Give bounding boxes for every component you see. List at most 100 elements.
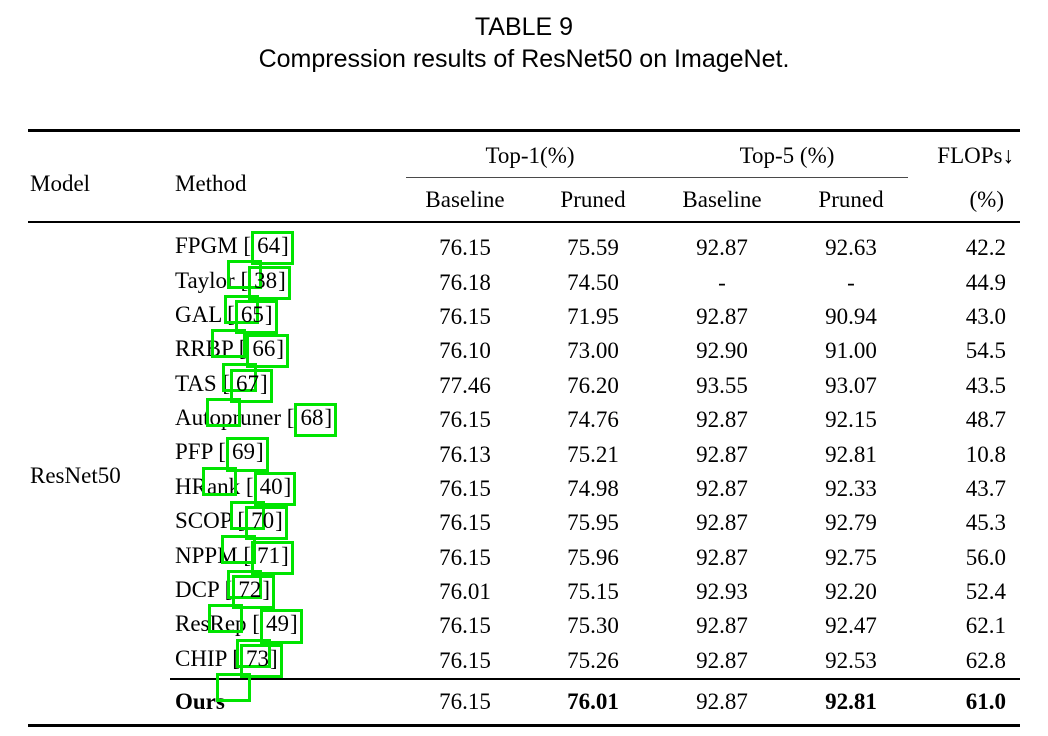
table-row: CHIP [73] 76.15 75.26 92.87 92.53 62.8 xyxy=(28,643,1020,703)
method-cell: GAL [65] xyxy=(170,299,402,359)
value-cell: 90.94 xyxy=(825,303,877,329)
value-cell: 76.15 xyxy=(439,544,491,570)
citation-link-box[interactable]: 65] xyxy=(211,299,278,359)
citation-close-bracket: ] xyxy=(255,439,264,465)
method-cell: NPPM [71] xyxy=(170,540,402,600)
value-cell: 76.20 xyxy=(567,372,619,398)
citation-link-box[interactable]: 64] xyxy=(227,231,294,290)
citation-close-bracket: ] xyxy=(289,611,298,637)
citation-close-bracket: ] xyxy=(278,267,286,293)
table-row: NPPM [71] 76.15 75.96 92.87 92.75 56.0 xyxy=(28,540,1020,600)
value-cell: 93.55 xyxy=(696,372,748,398)
table-row: PFP [69] 76.13 75.21 92.87 92.81 10.8 xyxy=(28,437,1020,496)
method-cell: PFP [69] xyxy=(170,437,402,496)
value-cell: 92.87 xyxy=(696,475,748,501)
method-cell: SCOP [70] xyxy=(170,506,402,565)
citation-link-box[interactable]: 71] xyxy=(227,540,294,600)
citation-link-box[interactable]: 72] xyxy=(208,575,275,634)
method-cell: DCP [72] xyxy=(170,575,402,634)
header-method: Method xyxy=(175,170,247,196)
citation-number: 49 xyxy=(265,611,289,637)
value-cell: 92.47 xyxy=(825,613,877,639)
value-cell: 45.3 xyxy=(965,510,1006,536)
value-cell: 92.87 xyxy=(696,303,748,329)
value-cell: 73.00 xyxy=(567,338,619,364)
value-cell: 75.21 xyxy=(567,441,619,467)
header-pruned-top5: Pruned xyxy=(818,187,884,212)
value-cell: 92.87 xyxy=(696,235,748,261)
method-cell: Autopruner [68] xyxy=(170,403,402,438)
citation-close-bracket: ] xyxy=(281,542,289,568)
method-cell: FPGM [64] xyxy=(170,231,402,290)
citation-number: 65 xyxy=(240,301,264,327)
value-cell: 92.87 xyxy=(696,647,748,673)
table-row: HRank [40] 76.15 74.98 92.87 92.33 43.7 xyxy=(28,471,1020,531)
table-bottom-rule xyxy=(28,724,1020,728)
value-cell: 74.76 xyxy=(567,407,619,433)
citation-link-box[interactable]: 73] xyxy=(216,643,283,703)
ours-value-2: 92.87 xyxy=(696,689,748,715)
value-cell: 75.95 xyxy=(567,510,619,536)
value-cell: 43.5 xyxy=(965,372,1006,398)
value-cell: 92.87 xyxy=(696,407,748,433)
citation-link-box[interactable]: 49] xyxy=(236,609,303,668)
value-cell: 76.13 xyxy=(439,441,491,467)
table-body: ResNet50 FPGM [64] 76.15 75.59 92.87 92.63 42… xyxy=(28,223,1020,703)
citation-number: 68 xyxy=(300,405,324,431)
citation-link-box[interactable]: 40] xyxy=(229,471,297,531)
citation-link-box[interactable]: 67] xyxy=(206,368,273,428)
value-cell: 76.15 xyxy=(439,235,491,261)
table-row: FPGM [64] 76.15 75.59 92.87 92.63 42.2 xyxy=(28,231,1020,290)
method-cell: ResRep [49] xyxy=(170,609,402,668)
citation-number: 73 xyxy=(245,645,269,671)
value-cell: 10.8 xyxy=(965,441,1006,467)
citation-link-box[interactable]: 66] xyxy=(222,334,290,393)
citation-link-box[interactable]: 68] xyxy=(294,403,338,438)
value-cell: 75.96 xyxy=(567,544,619,570)
method-cell: Taylor [38] xyxy=(170,265,402,324)
method-name: PFP [ xyxy=(175,439,226,465)
table-row: TAS [67] 77.46 76.20 93.55 93.07 43.5 xyxy=(28,368,1020,428)
method-cell: CHIP [73] xyxy=(170,643,402,703)
value-cell: 76.15 xyxy=(439,647,491,673)
ours-value-4: 61.0 xyxy=(965,689,1006,715)
value-cell: 92.79 xyxy=(825,510,877,536)
value-cell: 92.75 xyxy=(825,544,877,570)
ours-value-0: 76.15 xyxy=(439,689,491,715)
citation-number: 69 xyxy=(231,439,255,465)
citation-close-bracket: ] xyxy=(276,336,285,362)
citation-link-box[interactable]: 70] xyxy=(221,506,288,565)
header-flops: FLOPs↓ xyxy=(937,142,1014,168)
results-table: Model Method Top-1(%) Top-5 (%) FLOPs↓ B… xyxy=(28,129,1020,728)
method-name: DCP [ xyxy=(175,577,233,603)
value-cell: 76.10 xyxy=(439,338,491,364)
value-cell: 92.93 xyxy=(696,579,748,605)
citation-link-box[interactable]: 69] xyxy=(202,437,269,496)
value-cell: 76.15 xyxy=(439,407,491,433)
citation-number: 72 xyxy=(238,577,262,603)
citation-close-bracket: ] xyxy=(269,645,278,671)
citation-number: 64 xyxy=(257,233,281,259)
value-cell: 92.87 xyxy=(696,544,748,570)
ours-value-3: 92.81 xyxy=(825,689,877,715)
value-cell: 56.0 xyxy=(965,544,1006,570)
value-cell: 92.87 xyxy=(696,441,748,467)
table-row: DCP [72] 76.01 75.15 92.93 92.20 52.4 xyxy=(28,575,1020,634)
citation-number: 71 xyxy=(257,542,281,568)
table-row: Taylor [38] 76.18 74.50 - - 44.9 xyxy=(28,265,1020,324)
header-top1-group: Top-1(%) xyxy=(485,142,575,168)
citation-number: 67 xyxy=(236,370,260,396)
citation-close-bracket: ] xyxy=(264,301,273,327)
value-cell: 71.95 xyxy=(567,303,619,329)
table-row: RRBP [66] 76.10 73.00 92.90 91.00 54.5 xyxy=(28,334,1020,393)
citation-number: 38 xyxy=(254,267,278,293)
citation-close-bracket: ] xyxy=(283,473,292,499)
value-cell: 93.07 xyxy=(825,372,877,398)
citation-link-box[interactable]: 38] xyxy=(224,265,291,324)
citation-close-bracket: ] xyxy=(281,233,289,259)
value-cell: 76.15 xyxy=(439,303,491,329)
table-caption: TABLE 9 Compression results of ResNet50 … xyxy=(0,0,1048,75)
value-cell: 77.46 xyxy=(439,372,491,398)
value-cell: 52.4 xyxy=(965,579,1006,605)
value-cell: 92.15 xyxy=(825,407,877,433)
